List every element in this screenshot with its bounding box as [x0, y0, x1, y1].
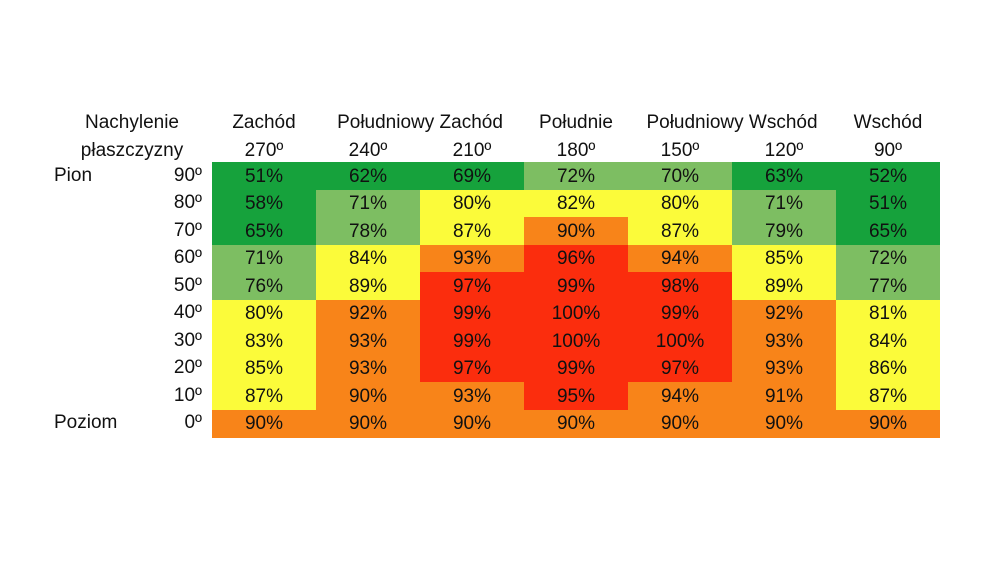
heatmap-cell: 92% [316, 299, 420, 328]
heatmap-cell: 85% [212, 354, 316, 383]
heatmap-cell: 90% [524, 217, 628, 245]
heatmap-cell: 69% [420, 162, 524, 190]
row-header-line-1: Nachylenie [85, 112, 179, 133]
direction-header-0: Zachód [232, 112, 296, 133]
heatmap-cell: 87% [212, 382, 316, 410]
row-label-8: 10º [173, 384, 202, 406]
heatmap-cell: 82% [524, 189, 628, 218]
heatmap-cell: 89% [732, 272, 836, 300]
row-label-9: 0º [184, 412, 202, 434]
heatmap-cell: 51% [836, 189, 940, 218]
row-label-0: 90º [173, 164, 202, 186]
row-label-2: 70º [173, 219, 202, 241]
heatmap-cell: 93% [420, 244, 524, 273]
heatmap-cell: 62% [316, 162, 420, 190]
heatmap-cell: 93% [420, 382, 524, 410]
heatmap-cell: 71% [732, 189, 836, 218]
heatmap-cell: 84% [836, 327, 940, 355]
heatmap-cell: 90% [524, 409, 628, 438]
heatmap-cell: 97% [420, 272, 524, 300]
heatmap-cell: 84% [316, 244, 420, 273]
column-header-2: 210º [452, 140, 492, 161]
heatmap-cell: 91% [732, 382, 836, 410]
row-group-label-1: Poziom [54, 412, 118, 434]
row-label-6: 30º [173, 329, 202, 351]
heatmap-cell: 99% [420, 327, 524, 355]
heatmap-cell: 90% [212, 409, 316, 438]
row-label-1: 80º [173, 192, 202, 214]
heatmap-cell: 65% [836, 217, 940, 245]
heatmap-cell: 72% [836, 244, 940, 273]
heatmap-cell: 90% [836, 409, 940, 438]
heatmap-cell: 90% [732, 409, 836, 438]
heatmap-cell: 89% [316, 272, 420, 300]
heatmap-cell: 65% [212, 217, 316, 245]
heatmap-cell: 87% [420, 217, 524, 245]
heatmap-cell: 93% [732, 327, 836, 355]
heatmap-cell: 78% [316, 217, 420, 245]
direction-header-3: Południowy Wschód [646, 112, 818, 133]
direction-header-2: Południe [539, 112, 613, 133]
heatmap-cell: 85% [732, 244, 836, 273]
heatmap-cell: 97% [420, 354, 524, 383]
heatmap-cell: 96% [524, 244, 628, 273]
heatmap-cell: 99% [524, 354, 628, 383]
heatmap-cell: 95% [524, 382, 628, 410]
heatmap-cell: 83% [212, 327, 316, 355]
heatmap-cell: 94% [628, 244, 732, 273]
heatmap-cell: 87% [836, 382, 940, 410]
heatmap-cell: 52% [836, 162, 940, 190]
heatmap-cell: 98% [628, 272, 732, 300]
row-label-4: 50º [173, 274, 202, 296]
heatmap-cell: 90% [316, 409, 420, 438]
heatmap-cell: 58% [212, 189, 316, 218]
heatmap-cell: 99% [628, 299, 732, 328]
heatmap-cell: 100% [524, 327, 628, 355]
heatmap-cell: 100% [628, 327, 732, 355]
column-header-0: 270º [244, 140, 284, 161]
heatmap-cell: 76% [212, 272, 316, 300]
row-label-5: 40º [173, 302, 202, 324]
heatmap-cell: 93% [316, 327, 420, 355]
heatmap-cell: 100% [524, 299, 628, 328]
column-header-6: 90º [873, 140, 903, 161]
heatmap-cell: 90% [420, 409, 524, 438]
column-header-1: 240º [348, 140, 388, 161]
row-group-label-0: Pion [54, 164, 93, 186]
heatmap-cell: 93% [732, 354, 836, 383]
column-header-4: 150º [660, 140, 700, 161]
column-header-3: 180º [556, 140, 596, 161]
direction-header-1: Południowy Zachód [337, 112, 503, 133]
heatmap-cell: 90% [316, 382, 420, 410]
heatmap-cell: 80% [420, 189, 524, 218]
heatmap-cell: 99% [420, 299, 524, 328]
heatmap-cell: 79% [732, 217, 836, 245]
heatmap-cell: 71% [316, 189, 420, 218]
heatmap-cell: 86% [836, 354, 940, 383]
heatmap-cell: 90% [628, 409, 732, 438]
heatmap-cell: 72% [524, 162, 628, 190]
heatmap-cell: 97% [628, 354, 732, 383]
heatmap-cell: 80% [212, 299, 316, 328]
row-label-3: 60º [173, 247, 202, 269]
column-header-5: 120º [764, 140, 804, 161]
heatmap-cell: 71% [212, 244, 316, 273]
heatmap-cell: 92% [732, 299, 836, 328]
heatmap-cell: 70% [628, 162, 732, 190]
heatmap-cell: 94% [628, 382, 732, 410]
heatmap-cell: 87% [628, 217, 732, 245]
direction-header-4: Wschód [853, 112, 923, 133]
heatmap-cell: 99% [524, 272, 628, 300]
heatmap-cell: 77% [836, 272, 940, 300]
row-header-line-2: płaszczyzny [80, 140, 184, 161]
heatmap-cell: 51% [212, 162, 316, 190]
heatmap-cell: 80% [628, 189, 732, 218]
heatmap-cell: 81% [836, 299, 940, 328]
heatmap-cell: 93% [316, 354, 420, 383]
heatmap-cell: 63% [732, 162, 836, 190]
row-label-7: 20º [173, 357, 202, 379]
